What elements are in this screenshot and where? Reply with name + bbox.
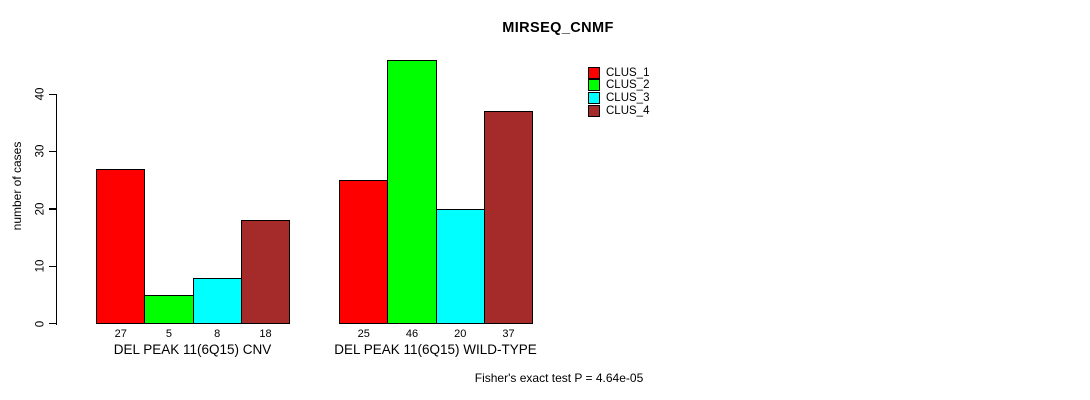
- bar-value-label: 5: [165, 328, 173, 340]
- legend-swatch-clus_2: [588, 79, 600, 92]
- y-axis-line: [56, 94, 58, 325]
- y-tick-label: 0: [34, 320, 47, 327]
- bar-value-label: 20: [454, 328, 467, 340]
- bar-value-label: 25: [357, 328, 370, 340]
- stat-annotation: Fisher's exact test P = 4.64e-05: [474, 371, 644, 385]
- y-tick: [49, 208, 56, 210]
- y-tick-label: 20: [34, 202, 47, 216]
- bar-clus_1-group2: [339, 180, 389, 324]
- legend-label: CLUS_2: [606, 79, 650, 92]
- chart-title: MIRSEQ_CNMF: [502, 20, 614, 36]
- legend-swatch-clus_4: [588, 105, 600, 118]
- y-tick-label: 10: [34, 259, 47, 273]
- bar-value-label: 46: [405, 328, 419, 340]
- bar-value-label: 37: [502, 328, 515, 340]
- bar-clus_4-group1: [240, 220, 291, 324]
- bar-clus_2-group2: [387, 59, 437, 324]
- x-group-label: DEL PEAK 11(6Q15) WILD-TYPE: [334, 341, 537, 357]
- y-tick-label: 40: [34, 87, 47, 101]
- bar-clus_3-group1: [192, 277, 242, 324]
- bar-value-label: 18: [259, 328, 272, 340]
- bar-clus_3-group2: [435, 208, 485, 324]
- y-tick: [49, 323, 56, 325]
- bar-clus_4-group2: [483, 111, 534, 324]
- y-tick-label: 30: [34, 144, 47, 158]
- bar-clus_1-group1: [96, 168, 146, 324]
- legend-swatch-clus_1: [588, 66, 600, 79]
- legend-label: CLUS_4: [606, 105, 650, 118]
- legend-label: CLUS_1: [606, 66, 650, 79]
- y-tick: [49, 150, 56, 153]
- bar-value-label: 8: [214, 328, 221, 340]
- y-tick: [49, 93, 56, 95]
- legend-swatch-clus_3: [588, 92, 600, 105]
- x-group-label: DEL PEAK 11(6Q15) CNV: [113, 341, 272, 357]
- legend-label: CLUS_3: [606, 92, 650, 105]
- y-axis-label: number of cases: [10, 141, 24, 231]
- y-tick: [49, 265, 56, 267]
- bar-value-label: 27: [114, 328, 127, 340]
- bar-clus_2-group1: [144, 294, 194, 324]
